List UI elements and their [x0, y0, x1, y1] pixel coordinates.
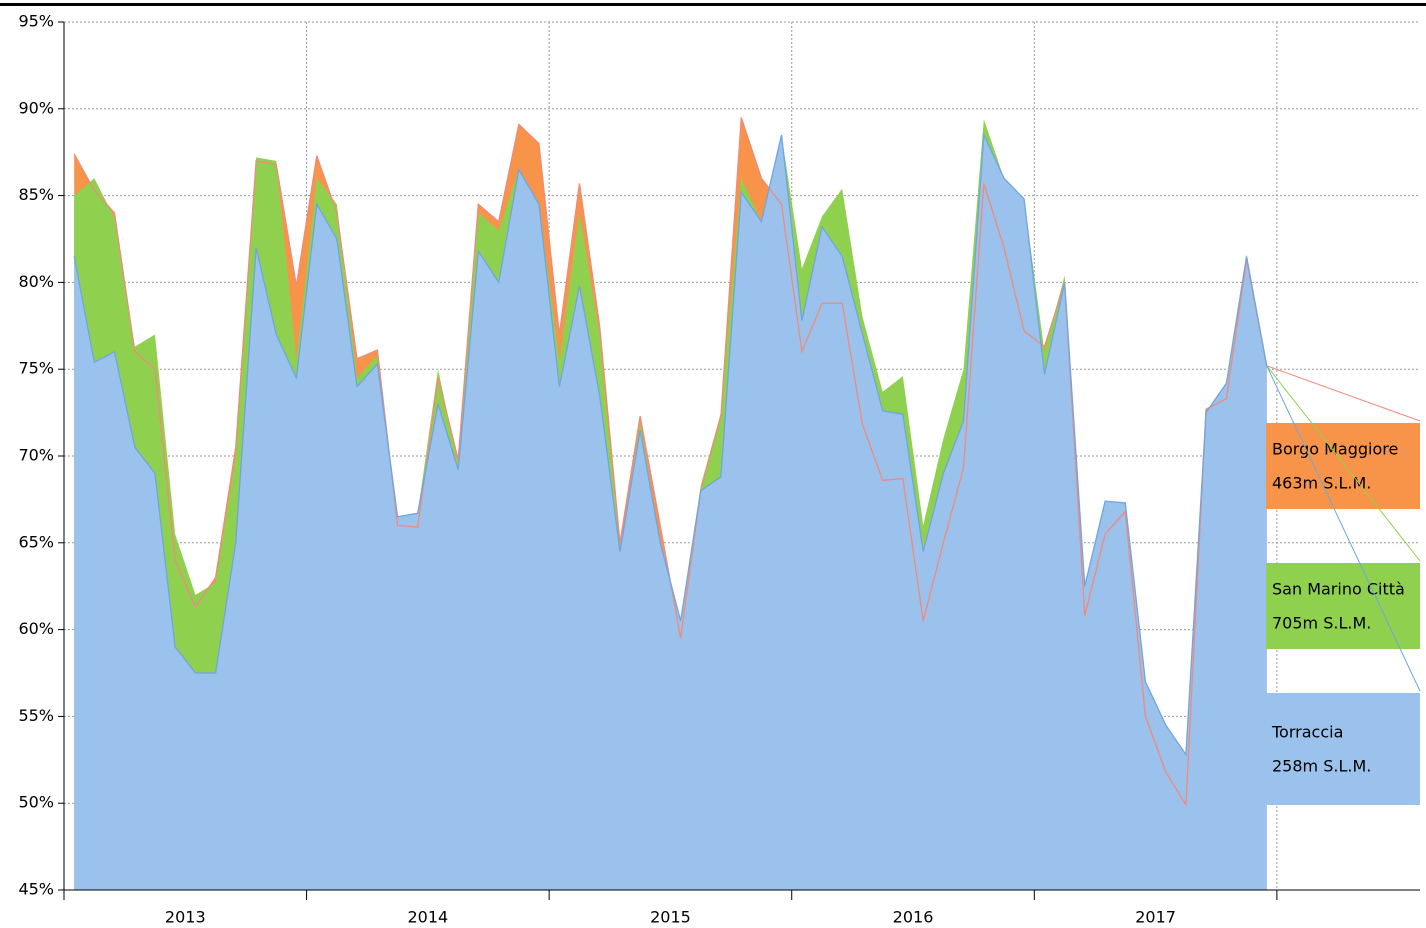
x-tick-label: 2016 — [893, 908, 934, 927]
legend-connector — [1266, 365, 1421, 692]
line — [73, 134, 1268, 757]
legend-box — [1266, 693, 1420, 805]
y-tick-label: 75% — [18, 359, 54, 378]
y-tick-label: 70% — [18, 446, 54, 465]
area — [74, 134, 1267, 891]
y-tick-label: 90% — [18, 98, 54, 117]
legend-altitude: 258m S.L.M. — [1272, 757, 1371, 776]
y-tick-label: 95% — [18, 12, 54, 31]
y-tick-label: 85% — [18, 185, 54, 204]
legend-connector — [1266, 365, 1421, 562]
legend-altitude: 705m S.L.M. — [1272, 614, 1371, 633]
y-tick-label: 55% — [18, 706, 54, 725]
legend-box — [1266, 423, 1420, 509]
y-tick-label: 80% — [18, 272, 54, 291]
y-tick-label: 50% — [18, 793, 54, 812]
y-tick-label: 65% — [18, 532, 54, 551]
y-tick-label: 60% — [18, 619, 54, 638]
legend-box — [1266, 563, 1420, 649]
legend-label: San Marino Città — [1272, 580, 1405, 599]
x-tick-label: 2013 — [165, 908, 206, 927]
y-tick-label: 45% — [18, 880, 54, 899]
x-tick-label: 2014 — [408, 908, 449, 927]
x-tick-label: 2015 — [650, 908, 691, 927]
x-tick-label: 2017 — [1135, 908, 1176, 927]
legend-label: Torraccia — [1271, 723, 1343, 742]
legend-connector — [1266, 365, 1421, 422]
top-rule — [0, 3, 1426, 6]
legend-label: Borgo Maggiore — [1272, 440, 1398, 459]
